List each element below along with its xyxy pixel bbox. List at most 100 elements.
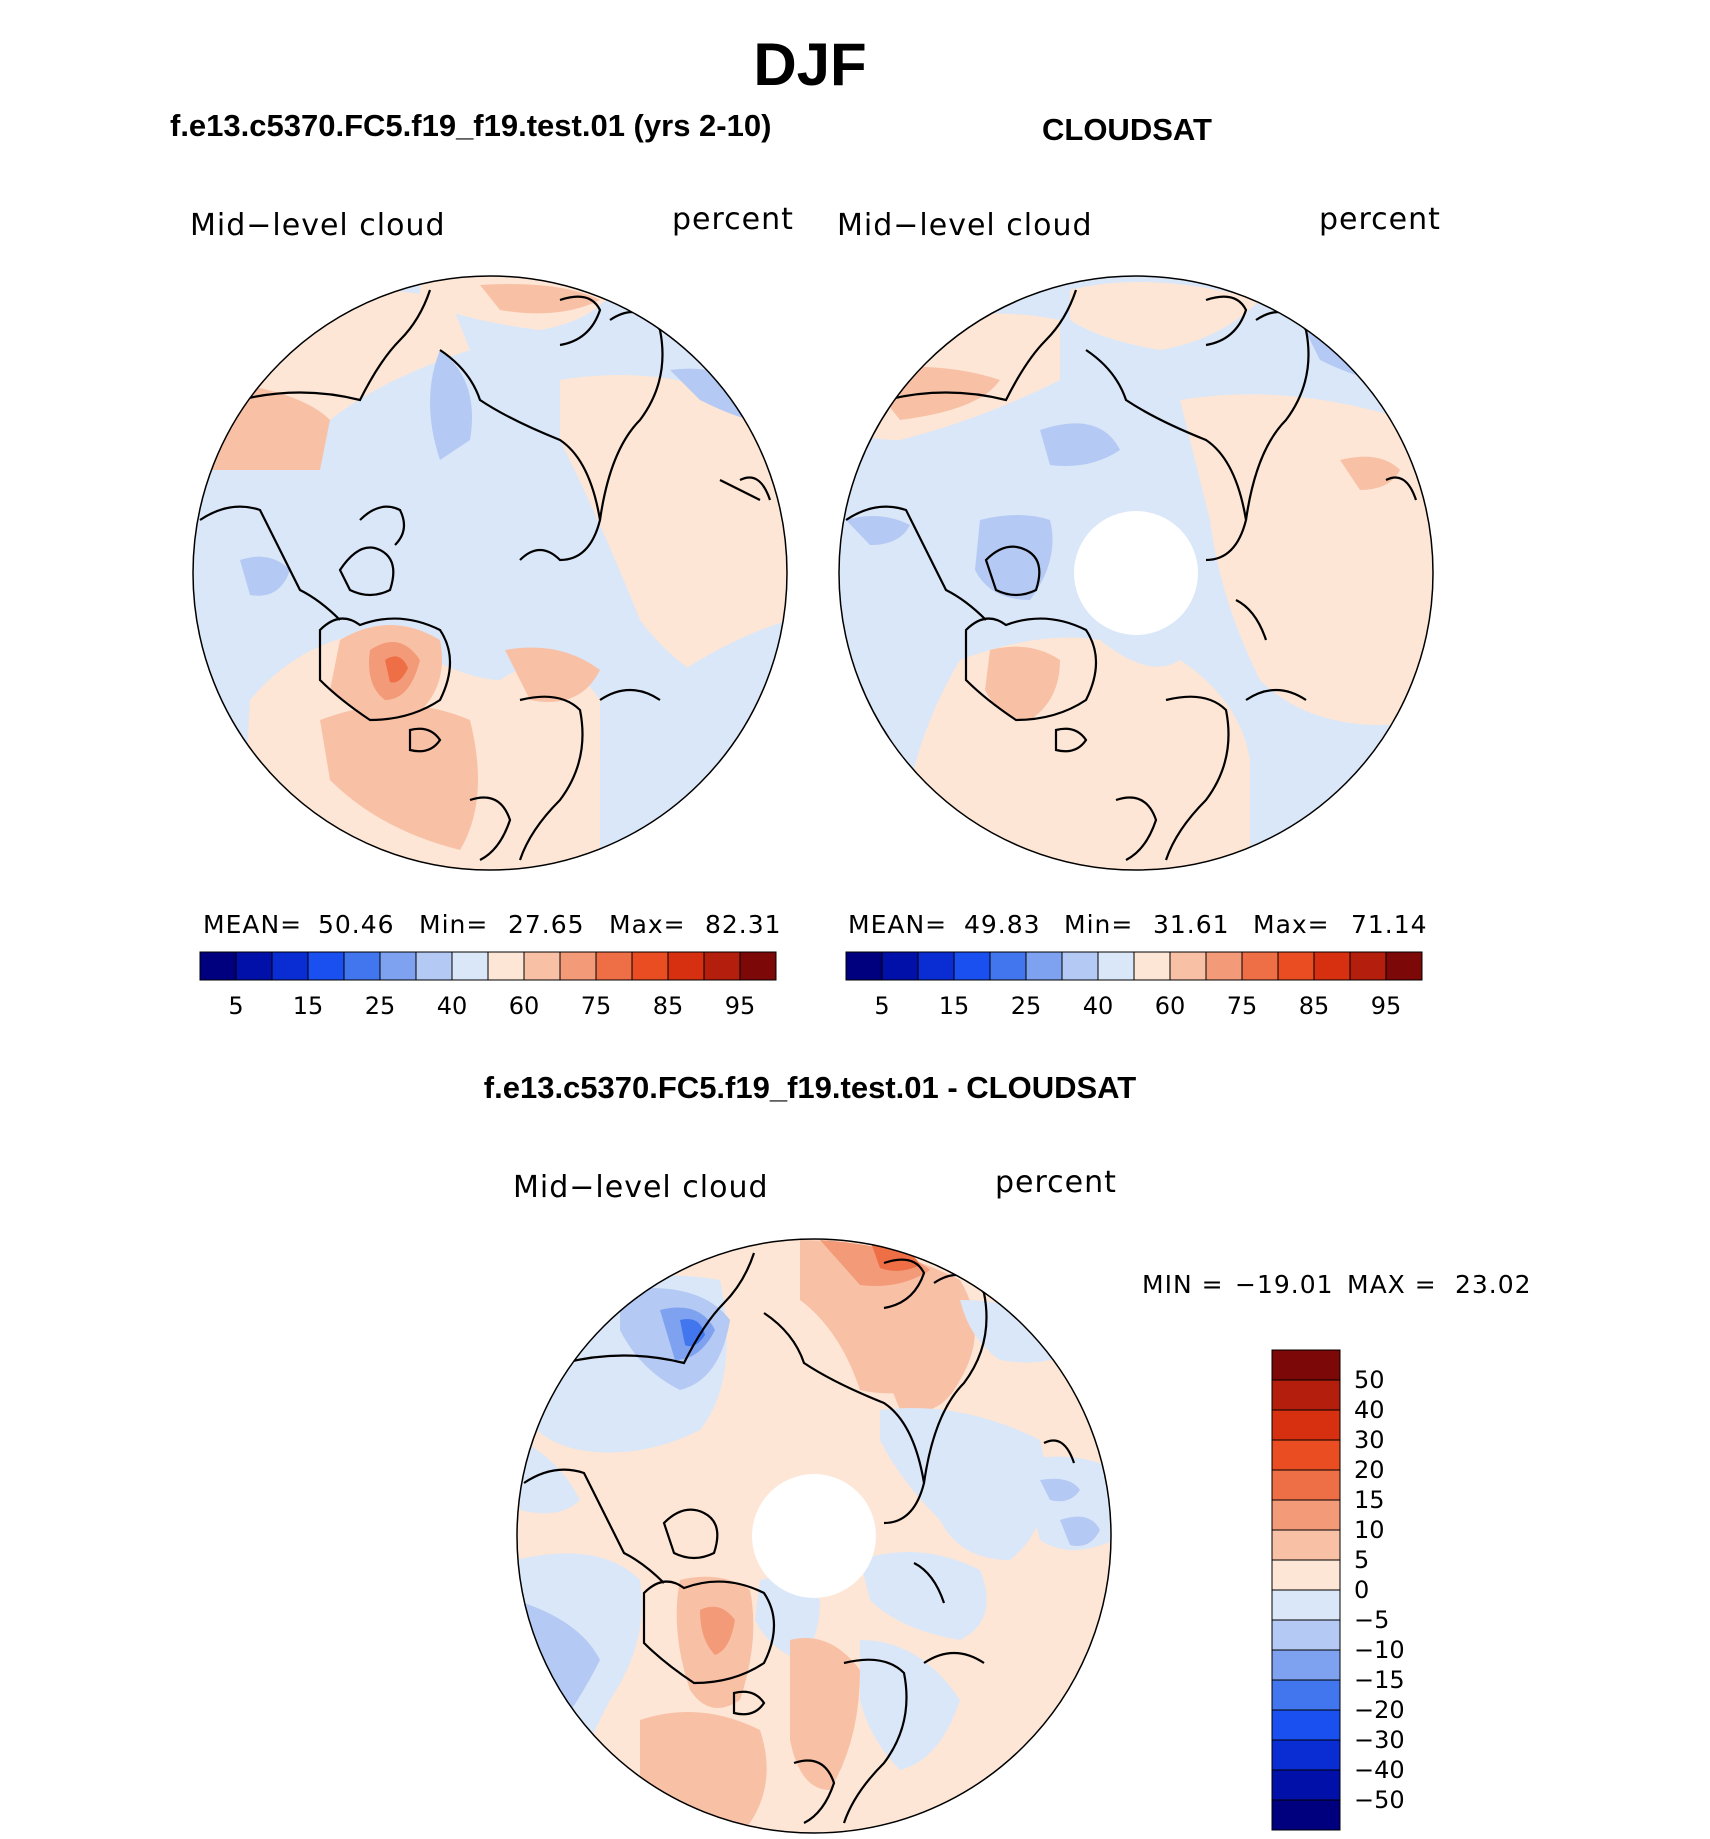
model-colorbar-tick-label: 75 bbox=[580, 992, 612, 1020]
diff-pole-gap bbox=[752, 1474, 876, 1598]
diff-min-label: MIN = bbox=[1142, 1270, 1224, 1299]
diff-units-label: percent bbox=[995, 1165, 1117, 1200]
diff-colorbar-box bbox=[1271, 1439, 1341, 1471]
diff-colorbar-box bbox=[1271, 1409, 1341, 1441]
model-colorbar-tick-label: 15 bbox=[292, 992, 324, 1020]
model-map bbox=[193, 276, 787, 870]
obs-colorbar-tick-label: 60 bbox=[1154, 992, 1186, 1020]
model-colorbar-box bbox=[631, 951, 669, 981]
obs-colorbar-box bbox=[845, 951, 883, 981]
model-colorbar-box bbox=[307, 951, 345, 981]
diff-colorbar-tick-label: −40 bbox=[1354, 1756, 1405, 1784]
model-variable-label: Mid−level cloud bbox=[190, 208, 446, 243]
obs-colorbar-box bbox=[1133, 951, 1171, 981]
obs-colorbar-tick-label: 85 bbox=[1298, 992, 1330, 1020]
model-colorbar-box bbox=[415, 951, 453, 981]
model-colorbar-box bbox=[451, 951, 489, 981]
obs-units-label: percent bbox=[1319, 202, 1441, 237]
model-colorbar-box bbox=[739, 951, 777, 981]
diff-colorbar bbox=[1271, 1349, 1341, 1831]
obs-pole-gap bbox=[1074, 511, 1198, 635]
model-mean-value: 50.46 bbox=[318, 910, 395, 939]
model-panel-title: f.e13.c5370.FC5.f19_f19.test.01 (yrs 2-1… bbox=[170, 108, 772, 143]
diff-colorbar-tick-label: 10 bbox=[1354, 1516, 1385, 1544]
diff-colorbar-box bbox=[1271, 1379, 1341, 1411]
model-units-label: percent bbox=[672, 202, 794, 237]
model-min-label: Min= bbox=[419, 910, 489, 939]
diff-colorbar-box bbox=[1271, 1559, 1341, 1591]
obs-colorbar-box bbox=[1385, 951, 1423, 981]
model-max-value: 82.31 bbox=[705, 910, 782, 939]
obs-colorbar-box bbox=[881, 951, 919, 981]
obs-colorbar-box bbox=[1277, 951, 1315, 981]
model-colorbar-box bbox=[379, 951, 417, 981]
diff-colorbar-tick-label: −20 bbox=[1354, 1696, 1405, 1724]
obs-colorbar-box bbox=[1313, 951, 1351, 981]
model-colorbar bbox=[199, 951, 777, 981]
obs-colorbar-box bbox=[1241, 951, 1279, 981]
diff-colorbar-tick-label: 50 bbox=[1354, 1366, 1385, 1394]
obs-colorbar-tick-label: 25 bbox=[1010, 992, 1042, 1020]
obs-max-value: 71.14 bbox=[1351, 910, 1428, 939]
obs-panel-title: CLOUDSAT bbox=[1042, 112, 1212, 147]
diff-colorbar-box bbox=[1271, 1739, 1341, 1771]
diff-colorbar-tick-label: −50 bbox=[1354, 1786, 1405, 1814]
model-mean-label: MEAN= bbox=[203, 910, 303, 939]
obs-colorbar-box bbox=[1205, 951, 1243, 981]
diff-colorbar-box bbox=[1271, 1589, 1341, 1621]
obs-min-label: Min= bbox=[1064, 910, 1134, 939]
model-colorbar-tick-label: 5 bbox=[228, 992, 244, 1020]
obs-colorbar-tick-label: 15 bbox=[938, 992, 970, 1020]
diff-colorbar-box bbox=[1271, 1799, 1341, 1831]
diff-variable-label: Mid−level cloud bbox=[513, 1170, 769, 1205]
diff-colorbar-box bbox=[1271, 1649, 1341, 1681]
obs-colorbar bbox=[845, 951, 1423, 981]
obs-colorbar-box bbox=[1169, 951, 1207, 981]
diff-colorbar-tick-label: 0 bbox=[1354, 1576, 1370, 1604]
obs-colorbar-box bbox=[1349, 951, 1387, 981]
diff-panel-title: f.e13.c5370.FC5.f19_f19.test.01 - CLOUDS… bbox=[483, 1070, 1137, 1105]
obs-min-value: 31.61 bbox=[1153, 910, 1230, 939]
model-colorbar-box bbox=[523, 951, 561, 981]
model-colorbar-tick-label: 95 bbox=[724, 992, 756, 1020]
diff-colorbar-tick-label: −10 bbox=[1354, 1636, 1405, 1664]
diff-max-value: 23.02 bbox=[1455, 1270, 1532, 1299]
model-colorbar-box bbox=[199, 951, 237, 981]
model-colorbar-box bbox=[703, 951, 741, 981]
diff-colorbar-box bbox=[1271, 1709, 1341, 1741]
obs-colorbar-box bbox=[953, 951, 991, 981]
diff-colorbar-box bbox=[1271, 1469, 1341, 1501]
obs-colorbar-tick-label: 75 bbox=[1226, 992, 1258, 1020]
obs-colorbar-box bbox=[1025, 951, 1063, 981]
diff-colorbar-box bbox=[1271, 1769, 1341, 1801]
model-colorbar-box bbox=[667, 951, 705, 981]
model-colorbar-tick-label: 25 bbox=[364, 992, 396, 1020]
obs-max-label: Max= bbox=[1253, 910, 1330, 939]
obs-colorbar-box bbox=[917, 951, 955, 981]
model-min-value: 27.65 bbox=[508, 910, 585, 939]
model-colorbar-box bbox=[343, 951, 381, 981]
obs-colorbar-tick-label: 95 bbox=[1370, 992, 1402, 1020]
diff-colorbar-tick-label: 20 bbox=[1354, 1456, 1385, 1484]
diff-colorbar-tick-label: 15 bbox=[1354, 1486, 1385, 1514]
figure-title: DJF bbox=[753, 31, 867, 98]
model-colorbar-tick-label: 85 bbox=[652, 992, 684, 1020]
diff-colorbar-box bbox=[1271, 1679, 1341, 1711]
diff-colorbar-tick-label: 40 bbox=[1354, 1396, 1385, 1424]
diff-colorbar-box bbox=[1271, 1349, 1341, 1381]
obs-colorbar-tick-label: 40 bbox=[1082, 992, 1114, 1020]
obs-variable-label: Mid−level cloud bbox=[837, 208, 1093, 243]
model-colorbar-tick-label: 40 bbox=[436, 992, 468, 1020]
model-colorbar-box bbox=[235, 951, 273, 981]
model-colorbar-box bbox=[271, 951, 309, 981]
model-max-label: Max= bbox=[609, 910, 686, 939]
diff-colorbar-tick-label: 5 bbox=[1354, 1546, 1370, 1574]
diff-colorbar-box bbox=[1271, 1499, 1341, 1531]
obs-colorbar-box bbox=[1061, 951, 1099, 981]
diff-colorbar-tick-label: −5 bbox=[1354, 1606, 1390, 1634]
obs-colorbar-box bbox=[989, 951, 1027, 981]
diff-colorbar-tick-label: −15 bbox=[1354, 1666, 1405, 1694]
model-colorbar-tick-label: 60 bbox=[508, 992, 540, 1020]
obs-colorbar-tick-label: 5 bbox=[874, 992, 890, 1020]
